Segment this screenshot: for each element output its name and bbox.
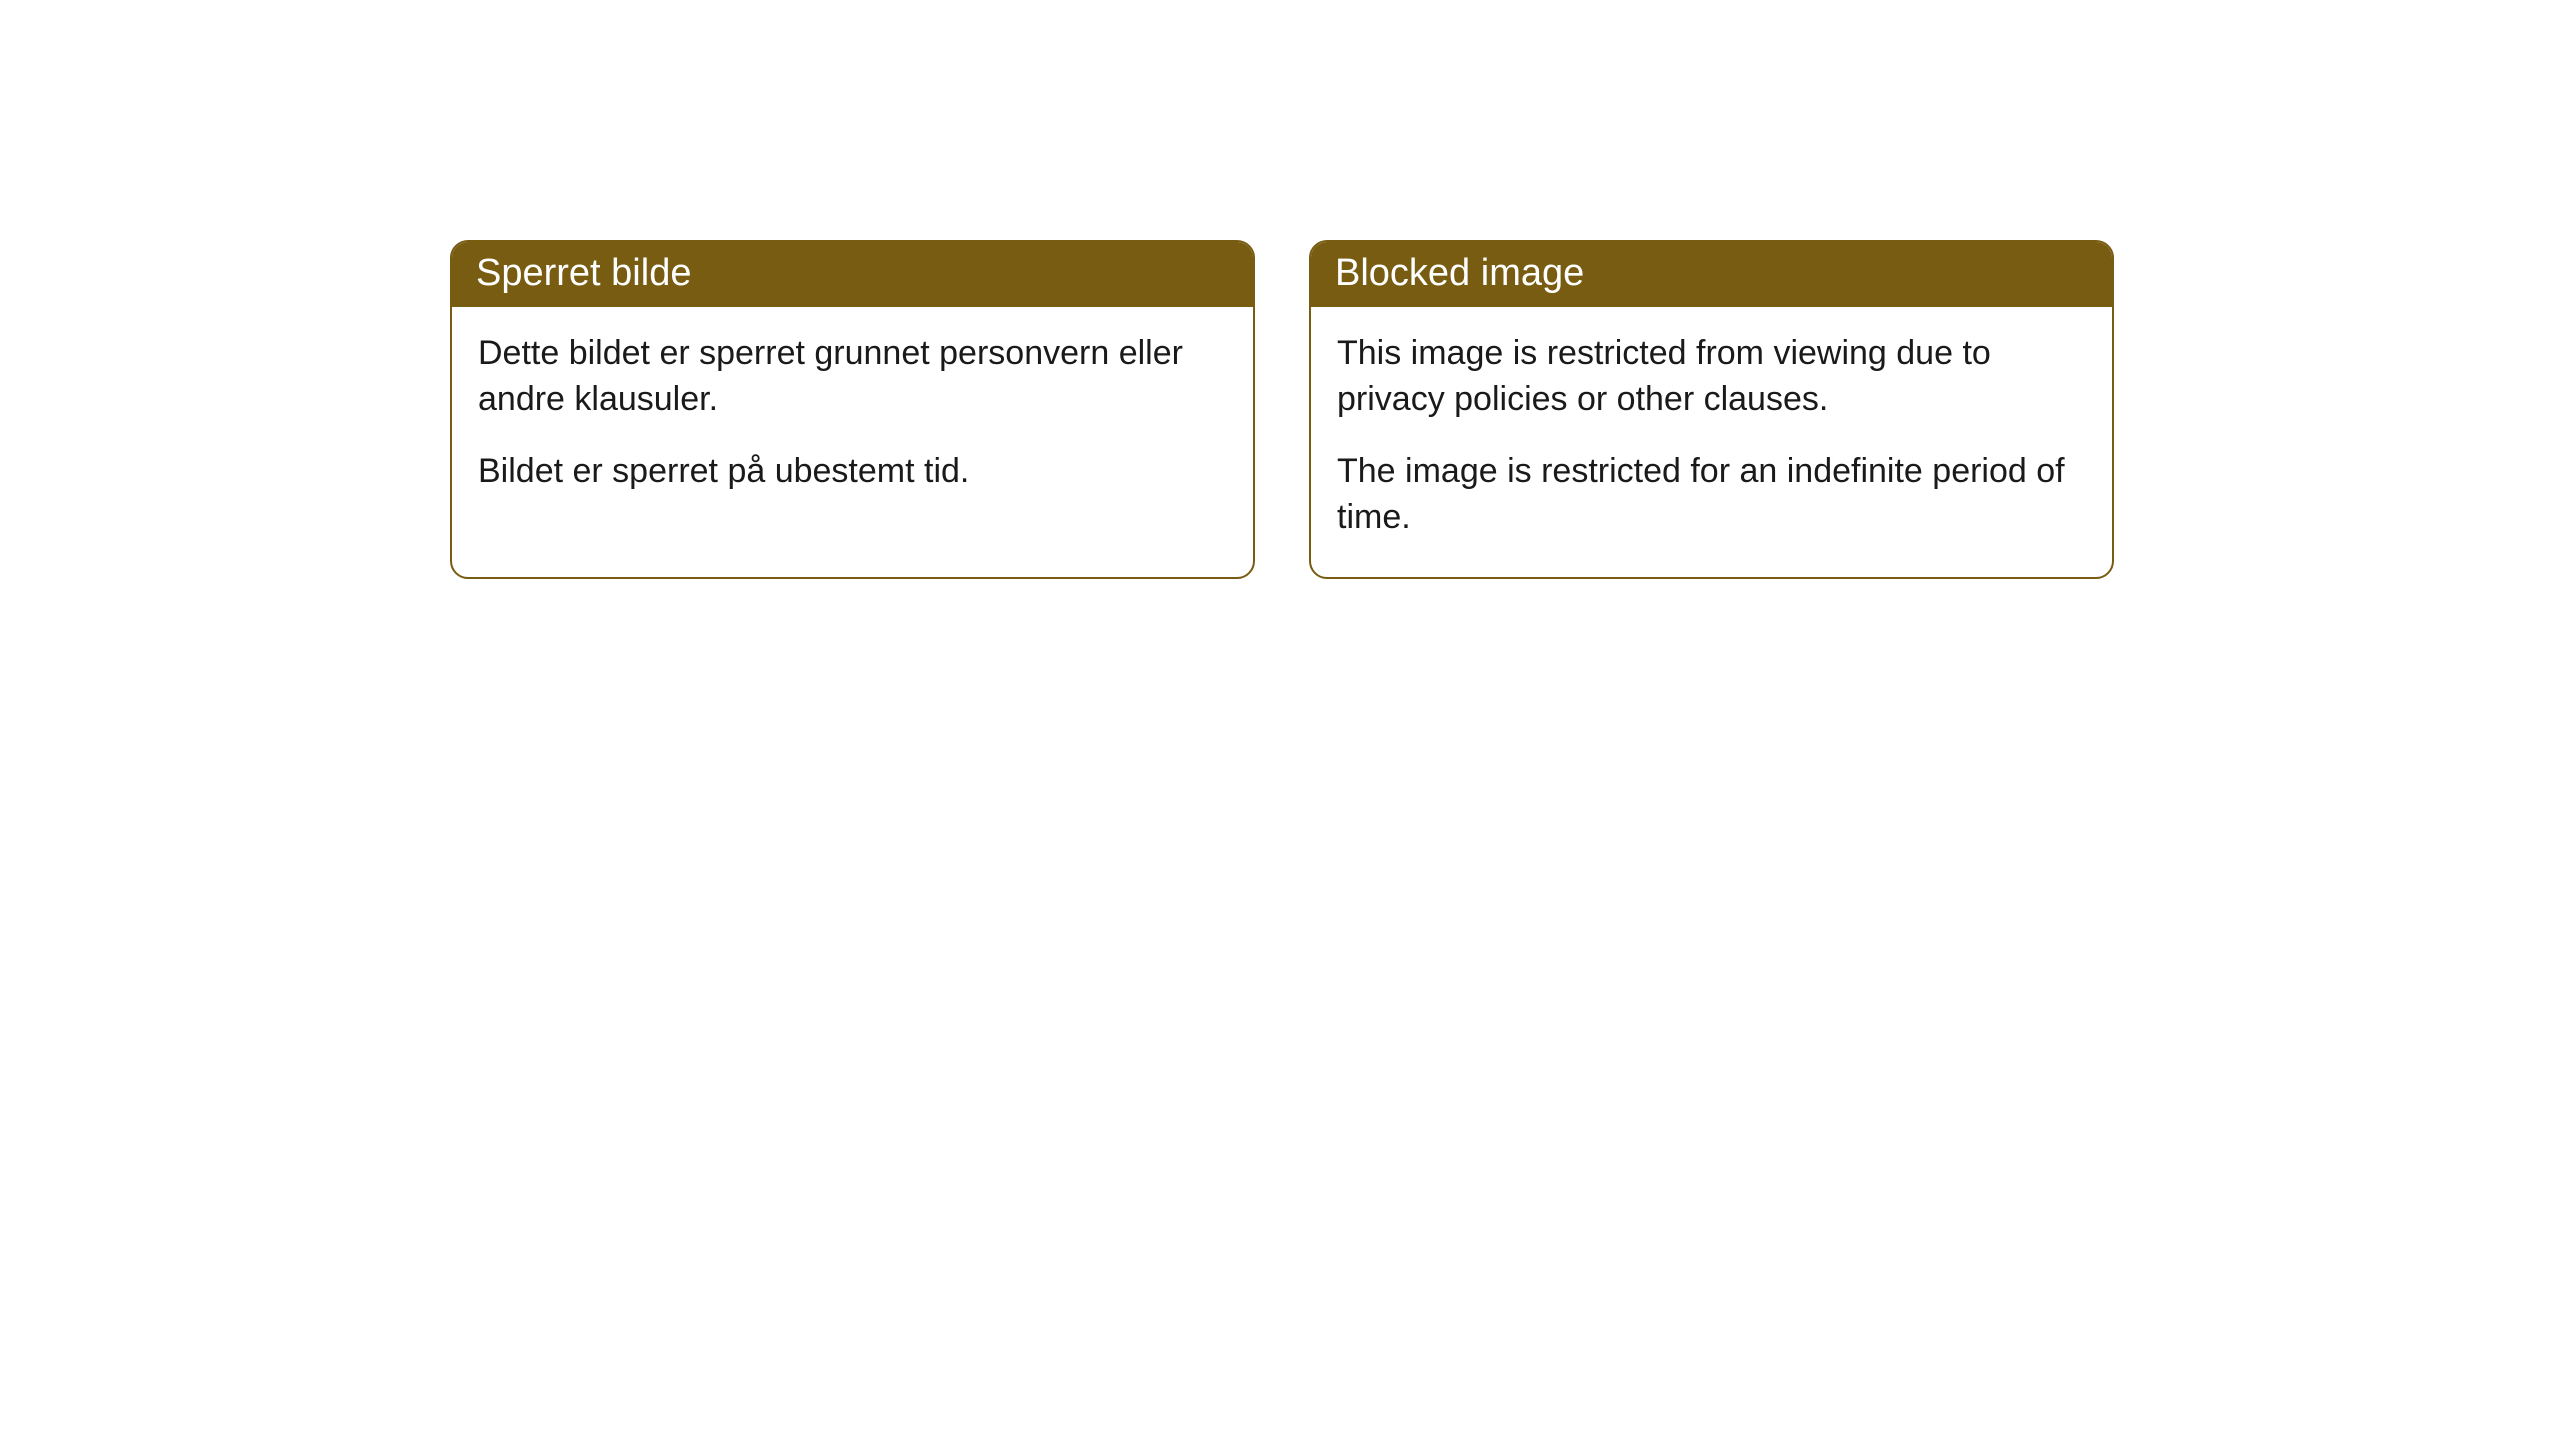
card-paragraph: The image is restricted for an indefinit… bbox=[1337, 449, 2086, 541]
card-title: Sperret bilde bbox=[476, 252, 691, 294]
card-paragraph: Dette bildet er sperret grunnet personve… bbox=[478, 331, 1227, 423]
card-paragraph: This image is restricted from viewing du… bbox=[1337, 331, 2086, 423]
notice-card-norwegian: Sperret bilde Dette bildet er sperret gr… bbox=[450, 240, 1255, 579]
notice-cards-container: Sperret bilde Dette bildet er sperret gr… bbox=[450, 240, 2114, 579]
card-body: This image is restricted from viewing du… bbox=[1311, 307, 2112, 577]
notice-card-english: Blocked image This image is restricted f… bbox=[1309, 240, 2114, 579]
card-header: Sperret bilde bbox=[452, 242, 1253, 307]
card-header: Blocked image bbox=[1311, 242, 2112, 307]
card-body: Dette bildet er sperret grunnet personve… bbox=[452, 307, 1253, 531]
card-paragraph: Bildet er sperret på ubestemt tid. bbox=[478, 449, 1227, 495]
card-title: Blocked image bbox=[1335, 252, 1584, 294]
